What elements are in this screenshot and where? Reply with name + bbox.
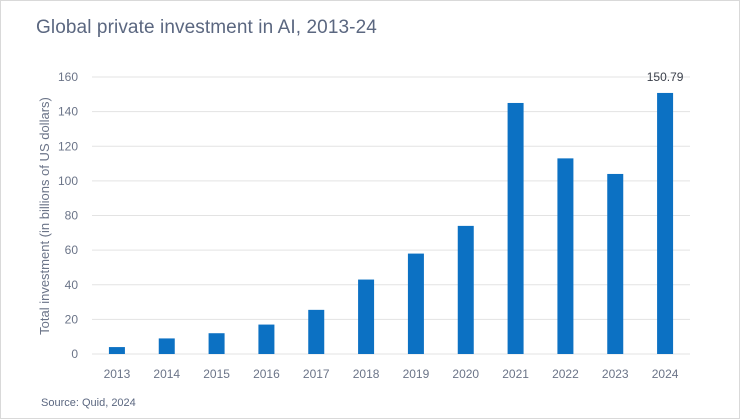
bar-2021 (507, 102, 524, 354)
bar-2018 (358, 279, 375, 354)
y-tick-label: 120 (58, 139, 78, 153)
data-label-2024: 150.79 (647, 70, 684, 84)
y-tick-label: 80 (65, 209, 79, 223)
bar-2023 (607, 173, 624, 354)
y-tick-label: 20 (65, 312, 79, 326)
source-note: Source: Quid, 2024 (41, 397, 136, 409)
y-tick-label: 60 (65, 243, 79, 257)
y-tick-label: 40 (65, 278, 79, 292)
chart-title: Global private investment in AI, 2013-24 (36, 17, 377, 38)
bar-2015 (208, 333, 225, 354)
bar-2014 (158, 338, 175, 354)
y-tick-label: 0 (71, 347, 78, 361)
data-labels: 150.79 (647, 70, 684, 84)
bar-2022 (557, 158, 574, 354)
y-axis-label: Total investment (in billions of US doll… (37, 97, 52, 335)
x-tick-label: 2024 (652, 367, 679, 381)
bar-2019 (407, 253, 424, 354)
bar-2024 (657, 92, 674, 354)
y-axis-ticks: 0 20 40 60 80 100 120 140 160 (58, 70, 78, 361)
y-tick-label: 140 (58, 105, 78, 119)
x-tick-label: 2014 (153, 367, 180, 381)
bar-2020 (457, 225, 474, 354)
x-tick-label: 2023 (602, 367, 629, 381)
x-tick-label: 2022 (552, 367, 579, 381)
y-tick-label: 160 (58, 70, 78, 84)
bar-2013 (108, 347, 125, 354)
x-tick-label: 2020 (452, 367, 479, 381)
x-axis-ticks: 2013 2014 2015 2016 2017 2018 2019 2020 2021 2022… (104, 367, 679, 381)
x-tick-label: 2016 (253, 367, 280, 381)
bar-2017 (308, 309, 325, 354)
y-tick-label: 100 (58, 174, 78, 188)
x-tick-label: 2019 (403, 367, 430, 381)
x-tick-label: 2021 (502, 367, 529, 381)
gridlines (92, 76, 690, 355)
x-tick-label: 2018 (353, 367, 380, 381)
bar-2016 (258, 324, 275, 354)
x-tick-label: 2017 (303, 367, 330, 381)
bars (108, 92, 674, 354)
x-tick-label: 2015 (203, 367, 230, 381)
x-tick-label: 2013 (104, 367, 131, 381)
